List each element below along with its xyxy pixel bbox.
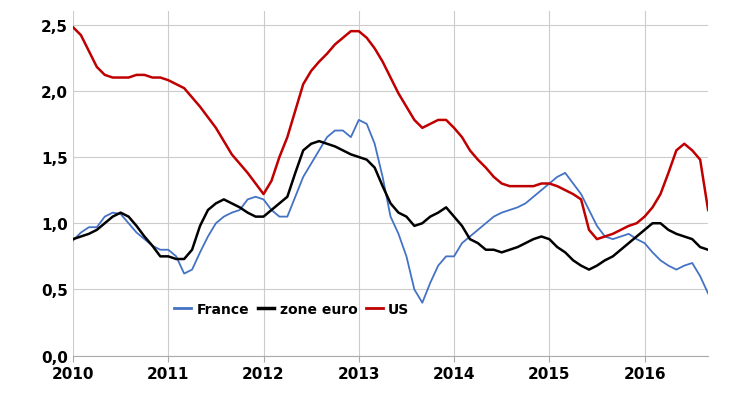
- Legend: France, zone euro, US: France, zone euro, US: [169, 297, 415, 321]
